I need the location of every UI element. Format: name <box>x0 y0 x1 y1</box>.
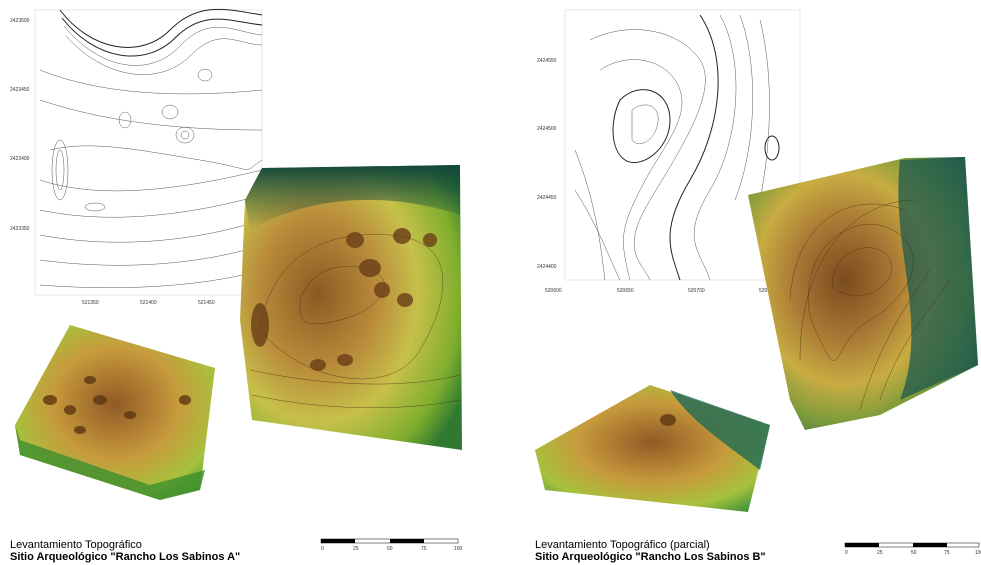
y-tick-label: 2424550 <box>537 58 557 64</box>
scale-label: 0 <box>321 546 324 552</box>
scale-label: 0 <box>845 550 848 556</box>
x-tick-label: 521450 <box>198 300 215 306</box>
scale-label: 50 <box>911 550 917 556</box>
x-tick-label: 520600 <box>545 288 562 294</box>
y-tick-label: 2424450 <box>537 195 557 201</box>
x-tick-label: 520650 <box>617 288 634 294</box>
caption-title: Sitio Arqueológico "Rancho Los Sabinos A… <box>10 551 240 563</box>
scale-bar-a <box>320 538 459 544</box>
y-tick-label: 2423350 <box>10 226 30 232</box>
scale-label: 25 <box>877 550 883 556</box>
contour-map-a <box>34 8 263 296</box>
terrain-a <box>240 165 462 450</box>
scale-label: 25 <box>353 546 359 552</box>
scale-bar-b <box>844 542 980 548</box>
caption-title: Sitio Arqueológico "Rancho Los Sabinos B… <box>535 551 766 563</box>
y-tick-label: 2423400 <box>10 156 30 162</box>
y-tick-label: 2424400 <box>537 264 557 270</box>
scale-label: 100 <box>975 550 981 556</box>
terrain-b <box>748 157 978 430</box>
x-tick-label: 520750 <box>759 288 776 294</box>
scale-label: 50 <box>387 546 393 552</box>
scale-label: 75 <box>944 550 950 556</box>
y-tick-label: 2423500 <box>10 18 30 24</box>
y-tick-label: 2423450 <box>10 87 30 93</box>
terrain-a-oblique <box>15 325 215 500</box>
scale-label: 75 <box>421 546 427 552</box>
caption: Levantamiento Topográfico (parcial) <box>535 539 710 551</box>
scale-label: 100 <box>454 546 463 552</box>
x-tick-label: 521400 <box>140 300 157 306</box>
y-tick-label: 2424500 <box>537 126 557 132</box>
x-tick-label: 521350 <box>82 300 99 306</box>
terrain-b-oblique <box>535 385 770 512</box>
caption: Levantamiento Topográfico <box>10 539 142 551</box>
x-tick-label: 520700 <box>688 288 705 294</box>
